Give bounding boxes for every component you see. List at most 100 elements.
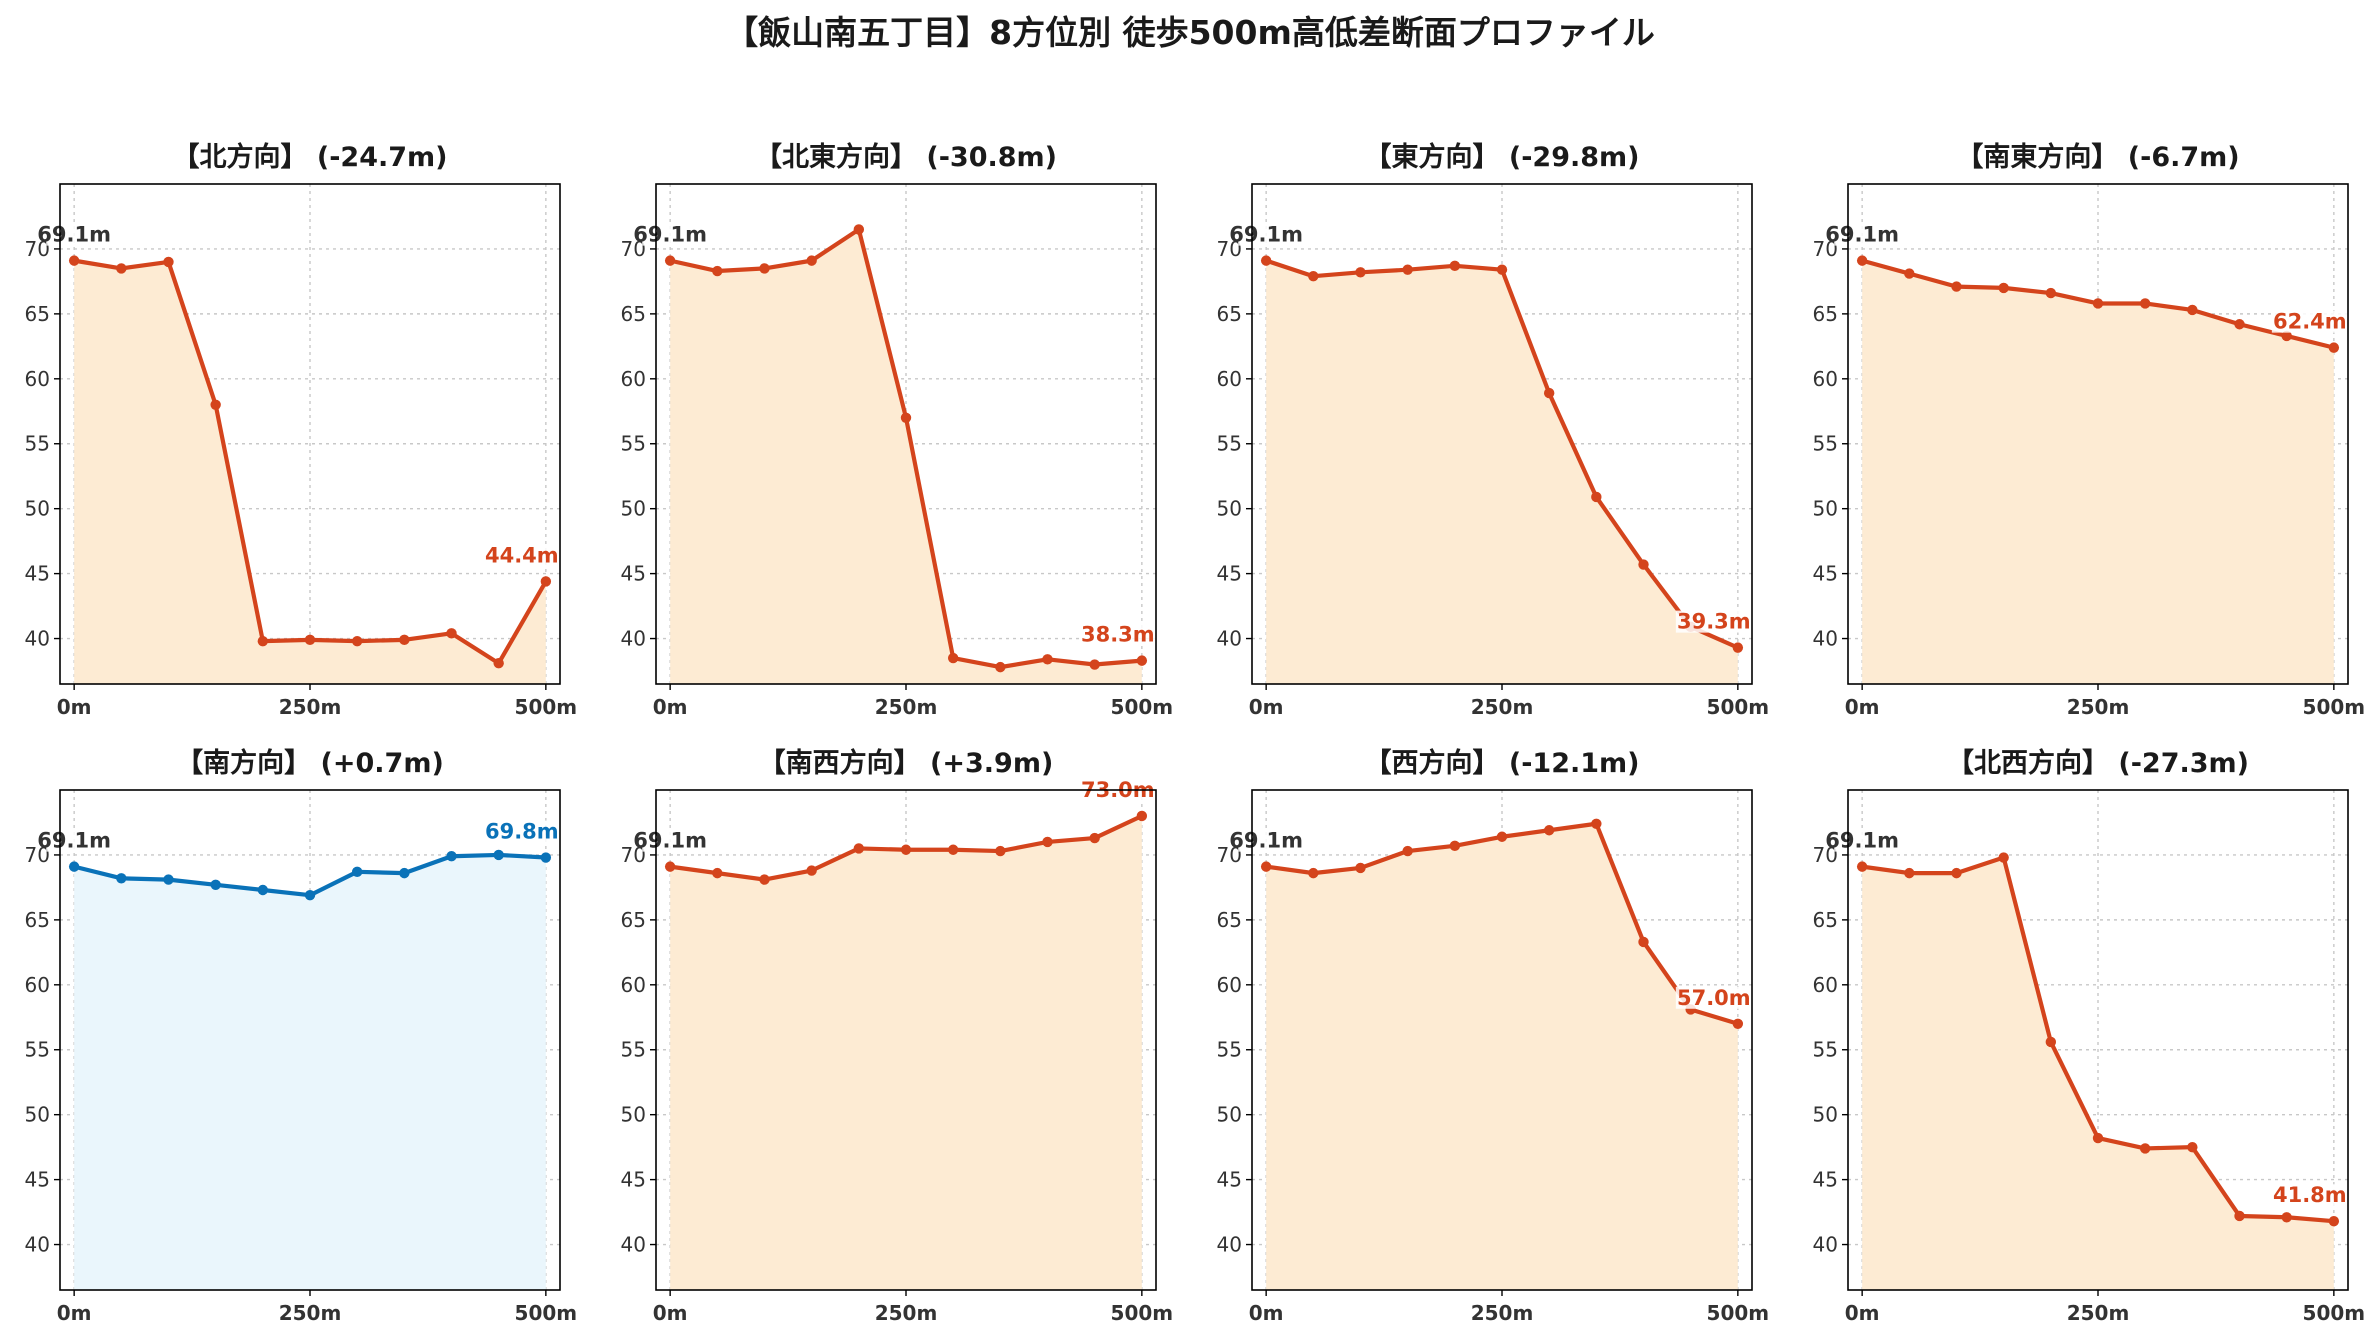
end-label-bg	[1079, 623, 1156, 646]
data-point	[995, 845, 1006, 857]
data-point	[2187, 1141, 2198, 1153]
figure-title: 【飯山南五丁目】8方位別 徒歩500m高低差断面プロファイル	[725, 13, 1655, 52]
y-tick-label: 60	[1813, 973, 1838, 997]
data-point	[163, 256, 174, 268]
y-tick-label: 70	[25, 843, 50, 867]
y-tick-label: 55	[621, 432, 646, 456]
y-tick-label: 60	[621, 973, 646, 997]
y-tick-label: 40	[621, 1233, 646, 1257]
end-label-bg	[1675, 610, 1752, 633]
x-tick-label: 0m	[1845, 1301, 1880, 1325]
data-point	[947, 844, 959, 855]
start-label-bg	[1834, 223, 1899, 246]
x-tick-label: 250m	[279, 1301, 342, 1325]
x-tick-label: 500m	[1111, 695, 1174, 719]
y-tick-label: 40	[25, 1233, 50, 1257]
data-point	[399, 634, 410, 646]
data-point	[2187, 304, 2198, 316]
data-point	[68, 861, 80, 872]
plot-frame	[655, 183, 1157, 685]
start-label: 69.1m	[1825, 829, 1899, 853]
start-label: 69.1m	[1825, 223, 1899, 247]
data-point	[2045, 287, 2057, 299]
elevation-area	[1862, 260, 2334, 684]
x-tick-label: 500m	[515, 1301, 578, 1325]
data-point	[257, 635, 269, 647]
y-tick-label: 55	[1813, 1038, 1838, 1062]
x-tick-label: 250m	[2067, 1301, 2130, 1325]
data-point	[712, 867, 723, 879]
y-tick-label: 50	[1813, 497, 1838, 521]
data-point	[1543, 387, 1555, 399]
y-tick-label: 40	[1813, 1233, 1838, 1257]
data-point	[540, 576, 552, 587]
start-label-bg	[642, 223, 707, 246]
data-point	[1543, 825, 1555, 836]
y-tick-label: 55	[1813, 432, 1838, 456]
data-point	[2139, 1143, 2151, 1154]
x-tick-label: 0m	[1249, 695, 1284, 719]
data-point	[1856, 255, 1868, 266]
data-point	[1998, 852, 2009, 863]
y-tick-label: 40	[1813, 627, 1838, 651]
data-point	[2328, 1215, 2340, 1227]
panel-4: 【南東方向】 (-6.7m) 40 45 50 55 60 65 70 0m 250m 500m 69…	[1813, 141, 2366, 719]
start-label: 69.1m	[633, 829, 707, 853]
data-point	[1402, 264, 1413, 275]
y-tick-label: 70	[1217, 237, 1242, 261]
elevation-area	[670, 229, 1142, 685]
data-point	[163, 874, 174, 885]
data-point	[759, 874, 770, 885]
data-point	[1402, 845, 1413, 857]
data-point	[664, 255, 676, 266]
data-point	[1308, 867, 1319, 879]
y-tick-label: 55	[1217, 432, 1242, 456]
panel-6: 【南西方向】 (+3.9m) 40 45 50 55 60 65 70 0m 250m 500m 69…	[621, 747, 1174, 1325]
y-tick-label: 55	[621, 1038, 646, 1062]
data-point	[399, 867, 410, 879]
plot-frame	[1251, 183, 1753, 685]
data-point	[116, 263, 127, 274]
data-point	[2045, 1036, 2057, 1048]
data-point	[1308, 271, 1319, 282]
panel-3: 【東方向】 (-29.8m) 40 45 50 55 60 65 70 0m 250m 500m 69…	[1217, 141, 1770, 719]
end-label-bg	[483, 820, 560, 843]
end-label: 69.8m	[485, 820, 559, 844]
data-point	[995, 661, 1006, 673]
data-point	[1856, 861, 1868, 872]
elevation-area	[1862, 857, 2334, 1290]
plot-frame	[1847, 183, 2349, 685]
data-point	[1355, 267, 1366, 278]
y-tick-label: 60	[25, 367, 50, 391]
x-tick-label: 250m	[279, 695, 342, 719]
plot-frame	[59, 789, 561, 1291]
data-point	[210, 399, 221, 410]
y-tick-label: 70	[621, 843, 646, 867]
start-label-bg	[1238, 829, 1303, 852]
start-label-bg	[46, 223, 111, 246]
end-label: 39.3m	[1677, 610, 1751, 634]
data-point	[210, 879, 221, 891]
y-tick-label: 40	[25, 627, 50, 651]
data-point	[304, 889, 316, 901]
data-point	[900, 412, 912, 423]
panel-title: 【南西方向】 (+3.9m)	[759, 747, 1054, 779]
data-point	[1591, 491, 1602, 503]
data-point	[1732, 1018, 1744, 1029]
x-tick-label: 250m	[875, 1301, 938, 1325]
plot-frame	[1251, 789, 1753, 1291]
y-tick-label: 40	[1217, 627, 1242, 651]
data-point	[806, 865, 817, 876]
panel-2: 【北東方向】 (-30.8m) 40 45 50 55 60 65 70 0m 250m 500m 6…	[621, 141, 1174, 719]
y-tick-label: 60	[1813, 367, 1838, 391]
x-tick-label: 500m	[515, 695, 578, 719]
y-tick-label: 40	[621, 627, 646, 651]
data-point	[1496, 264, 1508, 275]
x-tick-label: 500m	[1111, 1301, 1174, 1325]
y-tick-label: 45	[1217, 1168, 1242, 1192]
x-tick-label: 500m	[2303, 695, 2366, 719]
data-point	[2234, 319, 2245, 330]
data-point	[1449, 840, 1461, 852]
elevation-area	[1266, 260, 1738, 684]
